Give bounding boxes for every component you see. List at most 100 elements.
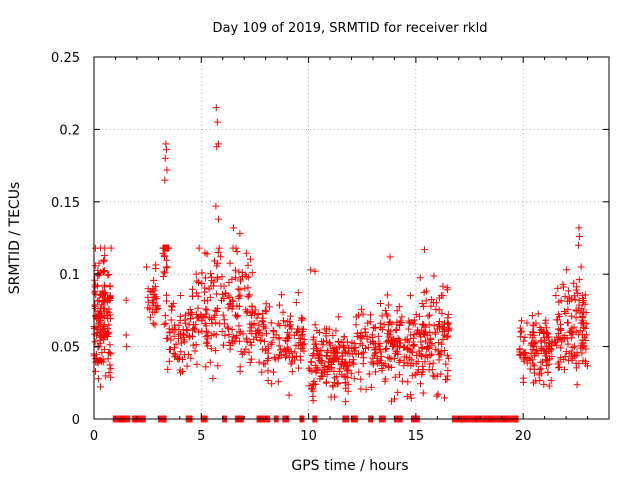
data-point: [270, 328, 278, 336]
data-point: [228, 296, 236, 304]
data-point: [234, 312, 242, 320]
data-point: [424, 312, 432, 320]
y-tick-label: 0.25: [51, 51, 80, 66]
data-point: [420, 330, 428, 338]
data-point: [578, 316, 586, 324]
data-point: [207, 345, 215, 353]
data-point: [523, 319, 531, 327]
data-point: [255, 326, 263, 334]
data-point: [100, 345, 108, 353]
data-point: [322, 329, 330, 337]
data-point: [541, 319, 549, 327]
data-point: [186, 305, 194, 313]
data-point: [100, 297, 108, 305]
data-point: [181, 316, 189, 324]
data-point: [442, 360, 450, 368]
data-point: [412, 311, 420, 319]
data-point: [526, 365, 534, 373]
data-point: [393, 318, 401, 326]
data-point: [177, 292, 185, 300]
data-point: [235, 322, 243, 330]
data-point: [295, 334, 303, 342]
data-point: [198, 280, 206, 288]
data-point: [445, 324, 453, 332]
data-point: [143, 263, 151, 271]
data-point: [518, 317, 526, 325]
data-point: [394, 350, 402, 358]
data-point: [190, 325, 198, 333]
data-point: [122, 331, 130, 339]
data-point: [444, 320, 452, 328]
data-point: [519, 374, 527, 382]
data-point: [95, 259, 103, 267]
data-point: [123, 343, 131, 351]
data-point: [187, 315, 195, 323]
data-point: [223, 323, 231, 331]
data-point: [106, 282, 114, 290]
data-point: [298, 316, 306, 324]
data-point: [228, 337, 236, 345]
data-point: [99, 298, 107, 306]
data-point: [418, 371, 426, 379]
data-point: [421, 337, 429, 345]
data-point: [311, 340, 319, 348]
data-point: [275, 342, 283, 350]
data-point: [383, 291, 391, 299]
data-point: [412, 360, 420, 368]
data-point: [169, 300, 177, 308]
data-point: [225, 338, 233, 346]
data-point: [386, 318, 394, 326]
data-point: [163, 335, 171, 343]
data-point: [523, 354, 531, 362]
data-point: [188, 310, 196, 318]
data-point: [545, 382, 553, 390]
data-point: [582, 345, 590, 353]
data-point: [105, 321, 113, 329]
data-point: [530, 379, 538, 387]
data-point: [326, 341, 334, 349]
data-point: [228, 275, 236, 283]
data-point: [430, 322, 438, 330]
data-point: [382, 338, 390, 346]
data-point: [189, 326, 197, 334]
data-point: [423, 342, 431, 350]
data-point: [365, 370, 373, 378]
data-point: [252, 330, 260, 338]
data-point: [336, 343, 344, 351]
data-point: [202, 310, 210, 318]
data-point: [215, 244, 223, 252]
data-point: [438, 309, 446, 317]
data-point: [217, 253, 225, 261]
data-point: [575, 233, 583, 241]
data-point: [210, 257, 218, 265]
data-point: [224, 304, 232, 312]
x-tick-label: 15: [408, 429, 425, 444]
data-point: [551, 338, 559, 346]
data-point: [122, 296, 130, 304]
data-point: [557, 354, 565, 362]
data-point: [570, 323, 578, 331]
data-point: [430, 272, 438, 280]
data-point: [407, 394, 415, 402]
data-point: [218, 273, 226, 281]
data-point: [176, 354, 184, 362]
data-point: [577, 341, 585, 349]
data-point: [262, 308, 270, 316]
data-point: [377, 300, 385, 308]
data-point: [352, 321, 360, 329]
data-point: [210, 282, 218, 290]
data-point: [369, 324, 377, 332]
data-point: [405, 325, 413, 333]
data-point: [94, 269, 102, 277]
data-point: [165, 357, 173, 365]
data-point: [582, 337, 590, 345]
data-point: [343, 367, 351, 375]
data-point: [299, 330, 307, 338]
data-point: [337, 339, 345, 347]
data-point: [428, 340, 436, 348]
data-point: [537, 326, 545, 334]
data-point: [248, 269, 256, 277]
data-point: [189, 332, 196, 340]
data-point: [536, 377, 544, 385]
